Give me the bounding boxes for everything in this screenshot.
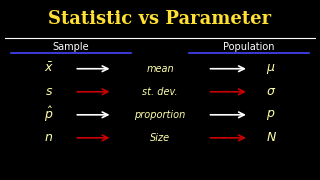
Text: $s$: $s$ <box>45 85 53 98</box>
Text: $\mu$: $\mu$ <box>266 62 276 76</box>
Text: $\bar{x}$: $\bar{x}$ <box>44 62 54 75</box>
Text: st. dev.: st. dev. <box>142 87 178 97</box>
Text: $p$: $p$ <box>266 108 276 122</box>
Text: $N$: $N$ <box>266 131 276 144</box>
Text: Size: Size <box>150 133 170 143</box>
Text: Statistic vs Parameter: Statistic vs Parameter <box>48 10 272 28</box>
Text: mean: mean <box>146 64 174 74</box>
Text: $n$: $n$ <box>44 131 53 144</box>
Text: proportion: proportion <box>134 110 186 120</box>
Text: $\hat{p}$: $\hat{p}$ <box>44 105 54 124</box>
Text: Population: Population <box>223 42 275 52</box>
Text: Sample: Sample <box>53 42 90 52</box>
Text: $\sigma$: $\sigma$ <box>266 85 276 98</box>
